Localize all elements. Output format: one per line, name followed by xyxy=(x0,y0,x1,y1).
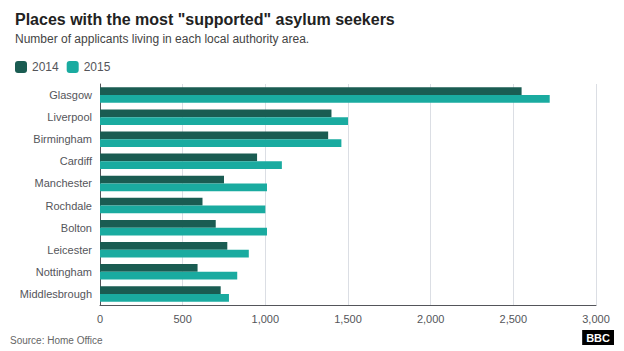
svg-text:Glasgow: Glasgow xyxy=(49,89,92,101)
svg-text:2014: 2014 xyxy=(32,60,59,74)
svg-text:2,500: 2,500 xyxy=(500,313,528,325)
svg-text:Source: Home Office: Source: Home Office xyxy=(10,335,103,346)
svg-text:BBC: BBC xyxy=(586,332,610,344)
svg-text:Nottingham: Nottingham xyxy=(36,266,92,278)
svg-text:1,500: 1,500 xyxy=(334,313,362,325)
svg-text:Birmingham: Birmingham xyxy=(33,133,92,145)
svg-text:3,000: 3,000 xyxy=(582,313,610,325)
svg-text:0: 0 xyxy=(97,313,103,325)
svg-text:Rochdale: Rochdale xyxy=(46,200,92,212)
svg-text:Middlesbrough: Middlesbrough xyxy=(20,288,92,300)
svg-text:2,000: 2,000 xyxy=(417,313,445,325)
svg-text:500: 500 xyxy=(173,313,191,325)
svg-text:Bolton: Bolton xyxy=(61,222,92,234)
svg-text:Manchester: Manchester xyxy=(35,177,93,189)
svg-text:Cardiff: Cardiff xyxy=(60,155,93,167)
svg-text:Liverpool: Liverpool xyxy=(47,111,92,123)
svg-text:Number of applicants living in: Number of applicants living in each loca… xyxy=(15,32,309,46)
svg-text:Leicester: Leicester xyxy=(47,244,92,256)
svg-text:1,000: 1,000 xyxy=(252,313,280,325)
svg-text:Places with the most "supporte: Places with the most "supported" asylum … xyxy=(15,11,395,28)
svg-text:2015: 2015 xyxy=(84,60,111,74)
